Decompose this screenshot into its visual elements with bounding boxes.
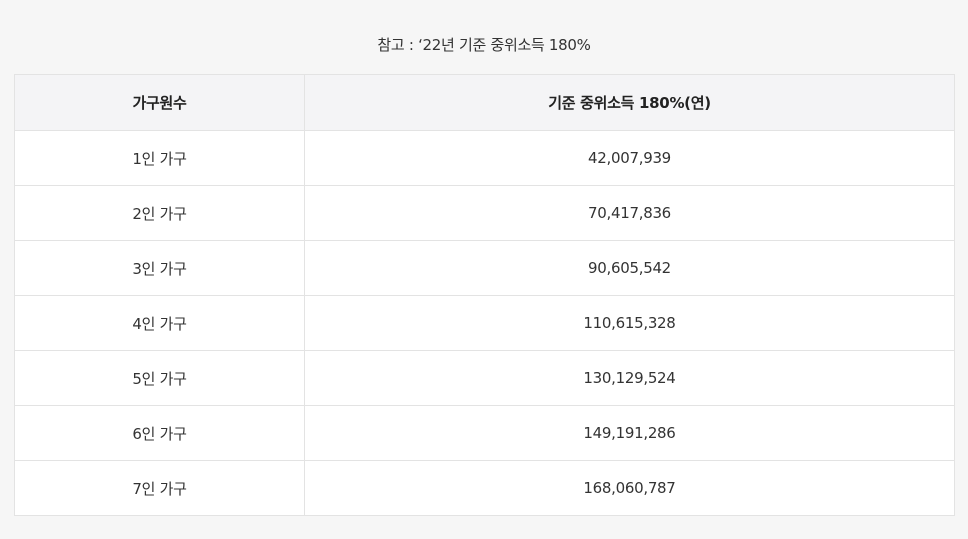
income-cell: 90,605,542 [304, 240, 955, 296]
income-cell: 168,060,787 [304, 460, 955, 516]
table-row: 5인 가구 130,129,524 [14, 350, 955, 406]
income-cell: 42,007,939 [304, 130, 955, 186]
income-cell: 149,191,286 [304, 405, 955, 461]
household-size-cell: 1인 가구 [14, 130, 305, 186]
household-size-cell: 3인 가구 [14, 240, 305, 296]
table-header-row: 가구원수 기준 중위소득 180%(연) [14, 74, 955, 131]
table-row: 6인 가구 149,191,286 [14, 405, 955, 461]
table-row: 1인 가구 42,007,939 [14, 130, 955, 186]
income-table: 가구원수 기준 중위소득 180%(연) 1인 가구 42,007,939 2인… [14, 74, 955, 516]
header-household-size: 가구원수 [14, 74, 305, 131]
household-size-cell: 4인 가구 [14, 295, 305, 351]
header-median-income: 기준 중위소득 180%(연) [304, 74, 955, 131]
household-size-cell: 2인 가구 [14, 185, 305, 241]
table-row: 7인 가구 168,060,787 [14, 460, 955, 516]
income-cell: 110,615,328 [304, 295, 955, 351]
household-size-cell: 7인 가구 [14, 460, 305, 516]
household-size-cell: 6인 가구 [14, 405, 305, 461]
income-table-container: 가구원수 기준 중위소득 180%(연) 1인 가구 42,007,939 2인… [14, 74, 955, 516]
table-caption: 참고 : ‘22년 기준 중위소득 180% [377, 36, 591, 54]
household-size-cell: 5인 가구 [14, 350, 305, 406]
table-row: 3인 가구 90,605,542 [14, 240, 955, 296]
table-row: 4인 가구 110,615,328 [14, 295, 955, 351]
income-cell: 70,417,836 [304, 185, 955, 241]
income-cell: 130,129,524 [304, 350, 955, 406]
table-row: 2인 가구 70,417,836 [14, 185, 955, 241]
